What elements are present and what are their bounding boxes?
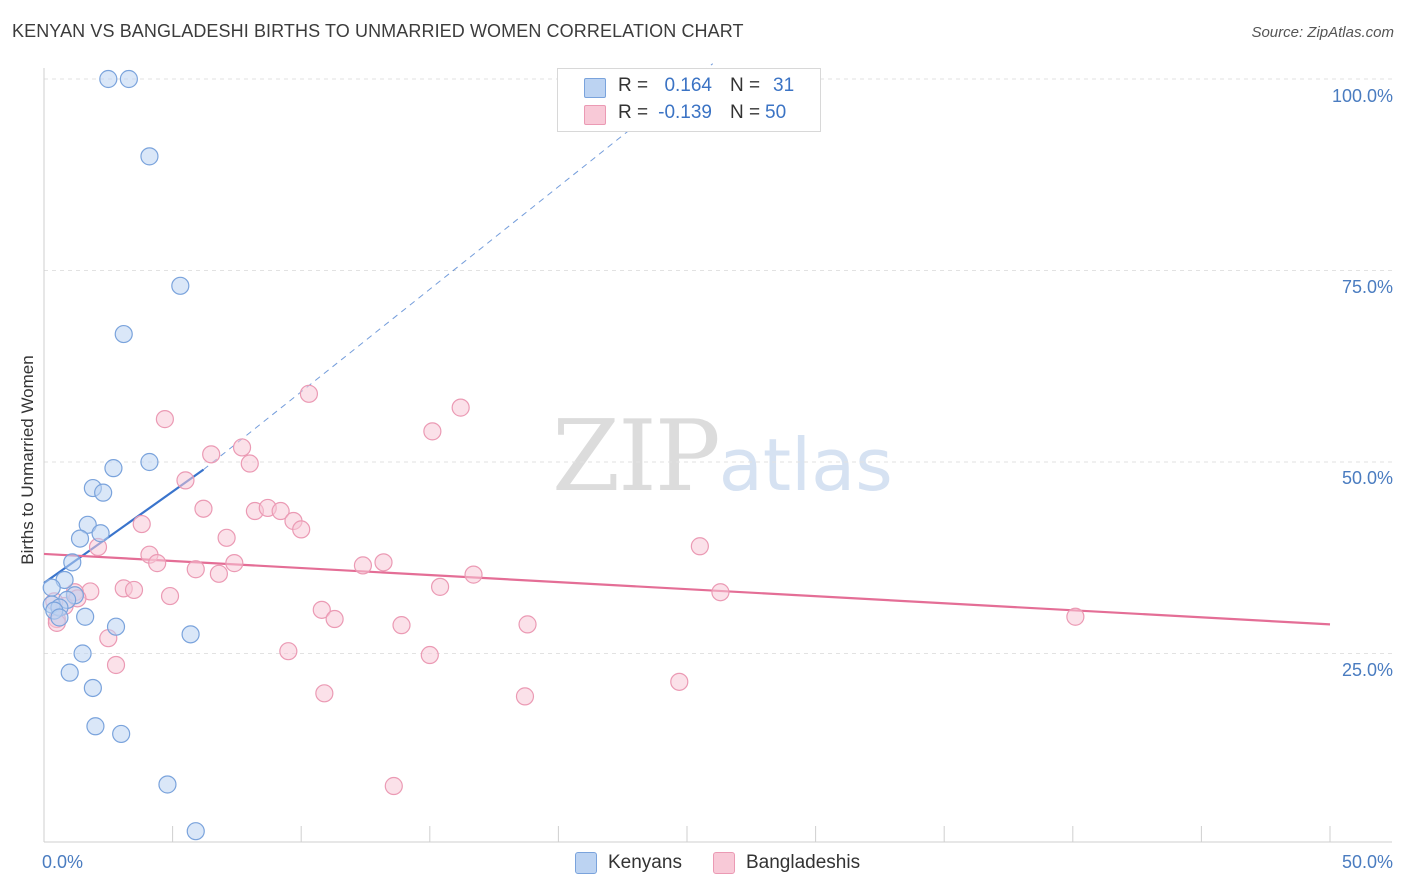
kenyan-point <box>78 515 97 534</box>
bangladeshi-point <box>374 553 393 572</box>
bangladeshi-point <box>690 537 709 556</box>
y-tick-label-75: 75.0% <box>1341 277 1393 297</box>
kenyan-point <box>70 529 90 548</box>
bangladeshi-point <box>384 776 403 796</box>
correlation-legend: R = 0.164 N = 31 R = -0.139 N = 50 <box>557 68 821 132</box>
bangladeshi-point <box>299 384 319 403</box>
bangladeshi-point <box>106 655 126 675</box>
source-label: Source: ZipAtlas.com <box>1251 24 1394 41</box>
kenyan-point <box>140 452 159 472</box>
bangladeshi-point <box>711 583 730 602</box>
series-swatch-bangladeshis <box>713 852 735 874</box>
y-axis-label: Births to Unmarried Women <box>18 355 37 565</box>
legend-swatch-kenyans <box>584 78 606 98</box>
bangladeshi-point <box>420 645 439 665</box>
kenyan-point <box>83 678 102 698</box>
bangladeshi-point <box>392 616 411 635</box>
legend-r-label: R = <box>618 102 649 123</box>
bangladeshi-point <box>155 410 174 429</box>
series-label-kenyans: Kenyans <box>608 852 682 873</box>
bangladeshi-point <box>464 565 483 584</box>
y-tick-label-25: 25.0% <box>1341 660 1393 680</box>
bangladeshi-point <box>202 445 221 464</box>
legend-r-label: R = <box>618 75 649 96</box>
y-tick-label-100: 100.0% <box>1331 86 1393 106</box>
bangladeshi-point <box>132 514 151 534</box>
bangladeshi-point <box>217 528 236 547</box>
kenyan-point <box>104 459 123 478</box>
series-legend-kenyans[interactable]: Kenyans <box>575 852 682 874</box>
bangladeshi-point <box>160 586 180 606</box>
bangladeshi-point <box>194 499 213 518</box>
kenyan-point <box>158 775 177 794</box>
kenyan-point <box>99 69 118 89</box>
kenyan-point <box>140 147 159 166</box>
series-legend: Kenyans Bangladeshis <box>0 852 1406 878</box>
kenyan-point <box>112 724 131 744</box>
bangladeshi-point <box>1066 607 1085 626</box>
kenyan-point <box>63 553 82 572</box>
legend-row-bangladeshis: R = -0.139 N = 50 <box>558 102 820 126</box>
bangladeshi-point <box>176 471 195 490</box>
bangladeshi-point <box>232 438 252 457</box>
legend-n-label: N = <box>730 102 761 123</box>
legend-n-value-kenyans: 31 <box>773 75 795 96</box>
kenyan-point <box>171 276 190 295</box>
kenyan-point <box>86 717 105 736</box>
bangladeshi-point <box>124 580 144 600</box>
legend-n-label: N = <box>730 75 761 96</box>
series-legend-bangladeshis[interactable]: Bangladeshis <box>713 852 860 874</box>
bangladeshi-point <box>315 684 334 703</box>
bangladeshi-point <box>423 422 442 441</box>
kenyan-point <box>94 483 113 502</box>
bangladeshi-point <box>225 554 244 573</box>
x-tick-label-min: 0.0% <box>42 852 84 872</box>
kenyan-point <box>76 607 95 626</box>
legend-n-value-bangladeshis: 50 <box>765 102 787 123</box>
legend-row-kenyans: R = 0.164 N = 31 <box>558 75 820 99</box>
series-swatch-kenyans <box>575 852 597 874</box>
bangladeshi-point <box>451 398 470 417</box>
bangladeshi-trend-line <box>43 552 1331 626</box>
x-tick-label-max: 50.0% <box>1341 852 1393 872</box>
kenyan-point <box>50 608 69 627</box>
kenyan-point <box>60 663 79 682</box>
bangladeshi-point <box>279 642 298 661</box>
series-label-bangladeshis: Bangladeshis <box>746 852 861 873</box>
legend-r-value-bangladeshis: -0.139 <box>658 102 712 123</box>
bangladeshi-point <box>515 687 535 706</box>
chart-title: KENYAN VS BANGLADESHI BIRTHS TO UNMARRIE… <box>12 21 744 41</box>
bangladeshi-point <box>353 556 373 575</box>
bangladeshi-point <box>186 560 205 579</box>
kenyan-point <box>114 324 133 344</box>
bangladeshi-point <box>271 501 290 521</box>
kenyan-point <box>119 69 138 89</box>
y-tick-label-50: 50.0% <box>1341 468 1393 488</box>
legend-r-value-kenyans: 0.164 <box>664 75 712 96</box>
kenyan-point <box>91 524 110 543</box>
kenyan-point <box>181 625 200 644</box>
bangladeshi-point <box>312 600 331 619</box>
bangladeshi-point <box>292 520 311 539</box>
kenyan-point <box>73 644 92 663</box>
bangladeshi-point <box>325 609 344 629</box>
kenyan-point <box>42 578 61 597</box>
bangladeshi-point <box>148 554 167 573</box>
bangladeshi-point <box>430 577 450 596</box>
bangladeshi-point <box>670 672 689 691</box>
bangladeshi-point <box>209 564 228 583</box>
kenyan-point <box>186 822 205 841</box>
legend-swatch-bangladeshis <box>584 105 606 125</box>
bangladeshi-point <box>518 615 537 634</box>
kenyan-point <box>106 617 126 636</box>
bangladeshi-point <box>240 454 259 473</box>
